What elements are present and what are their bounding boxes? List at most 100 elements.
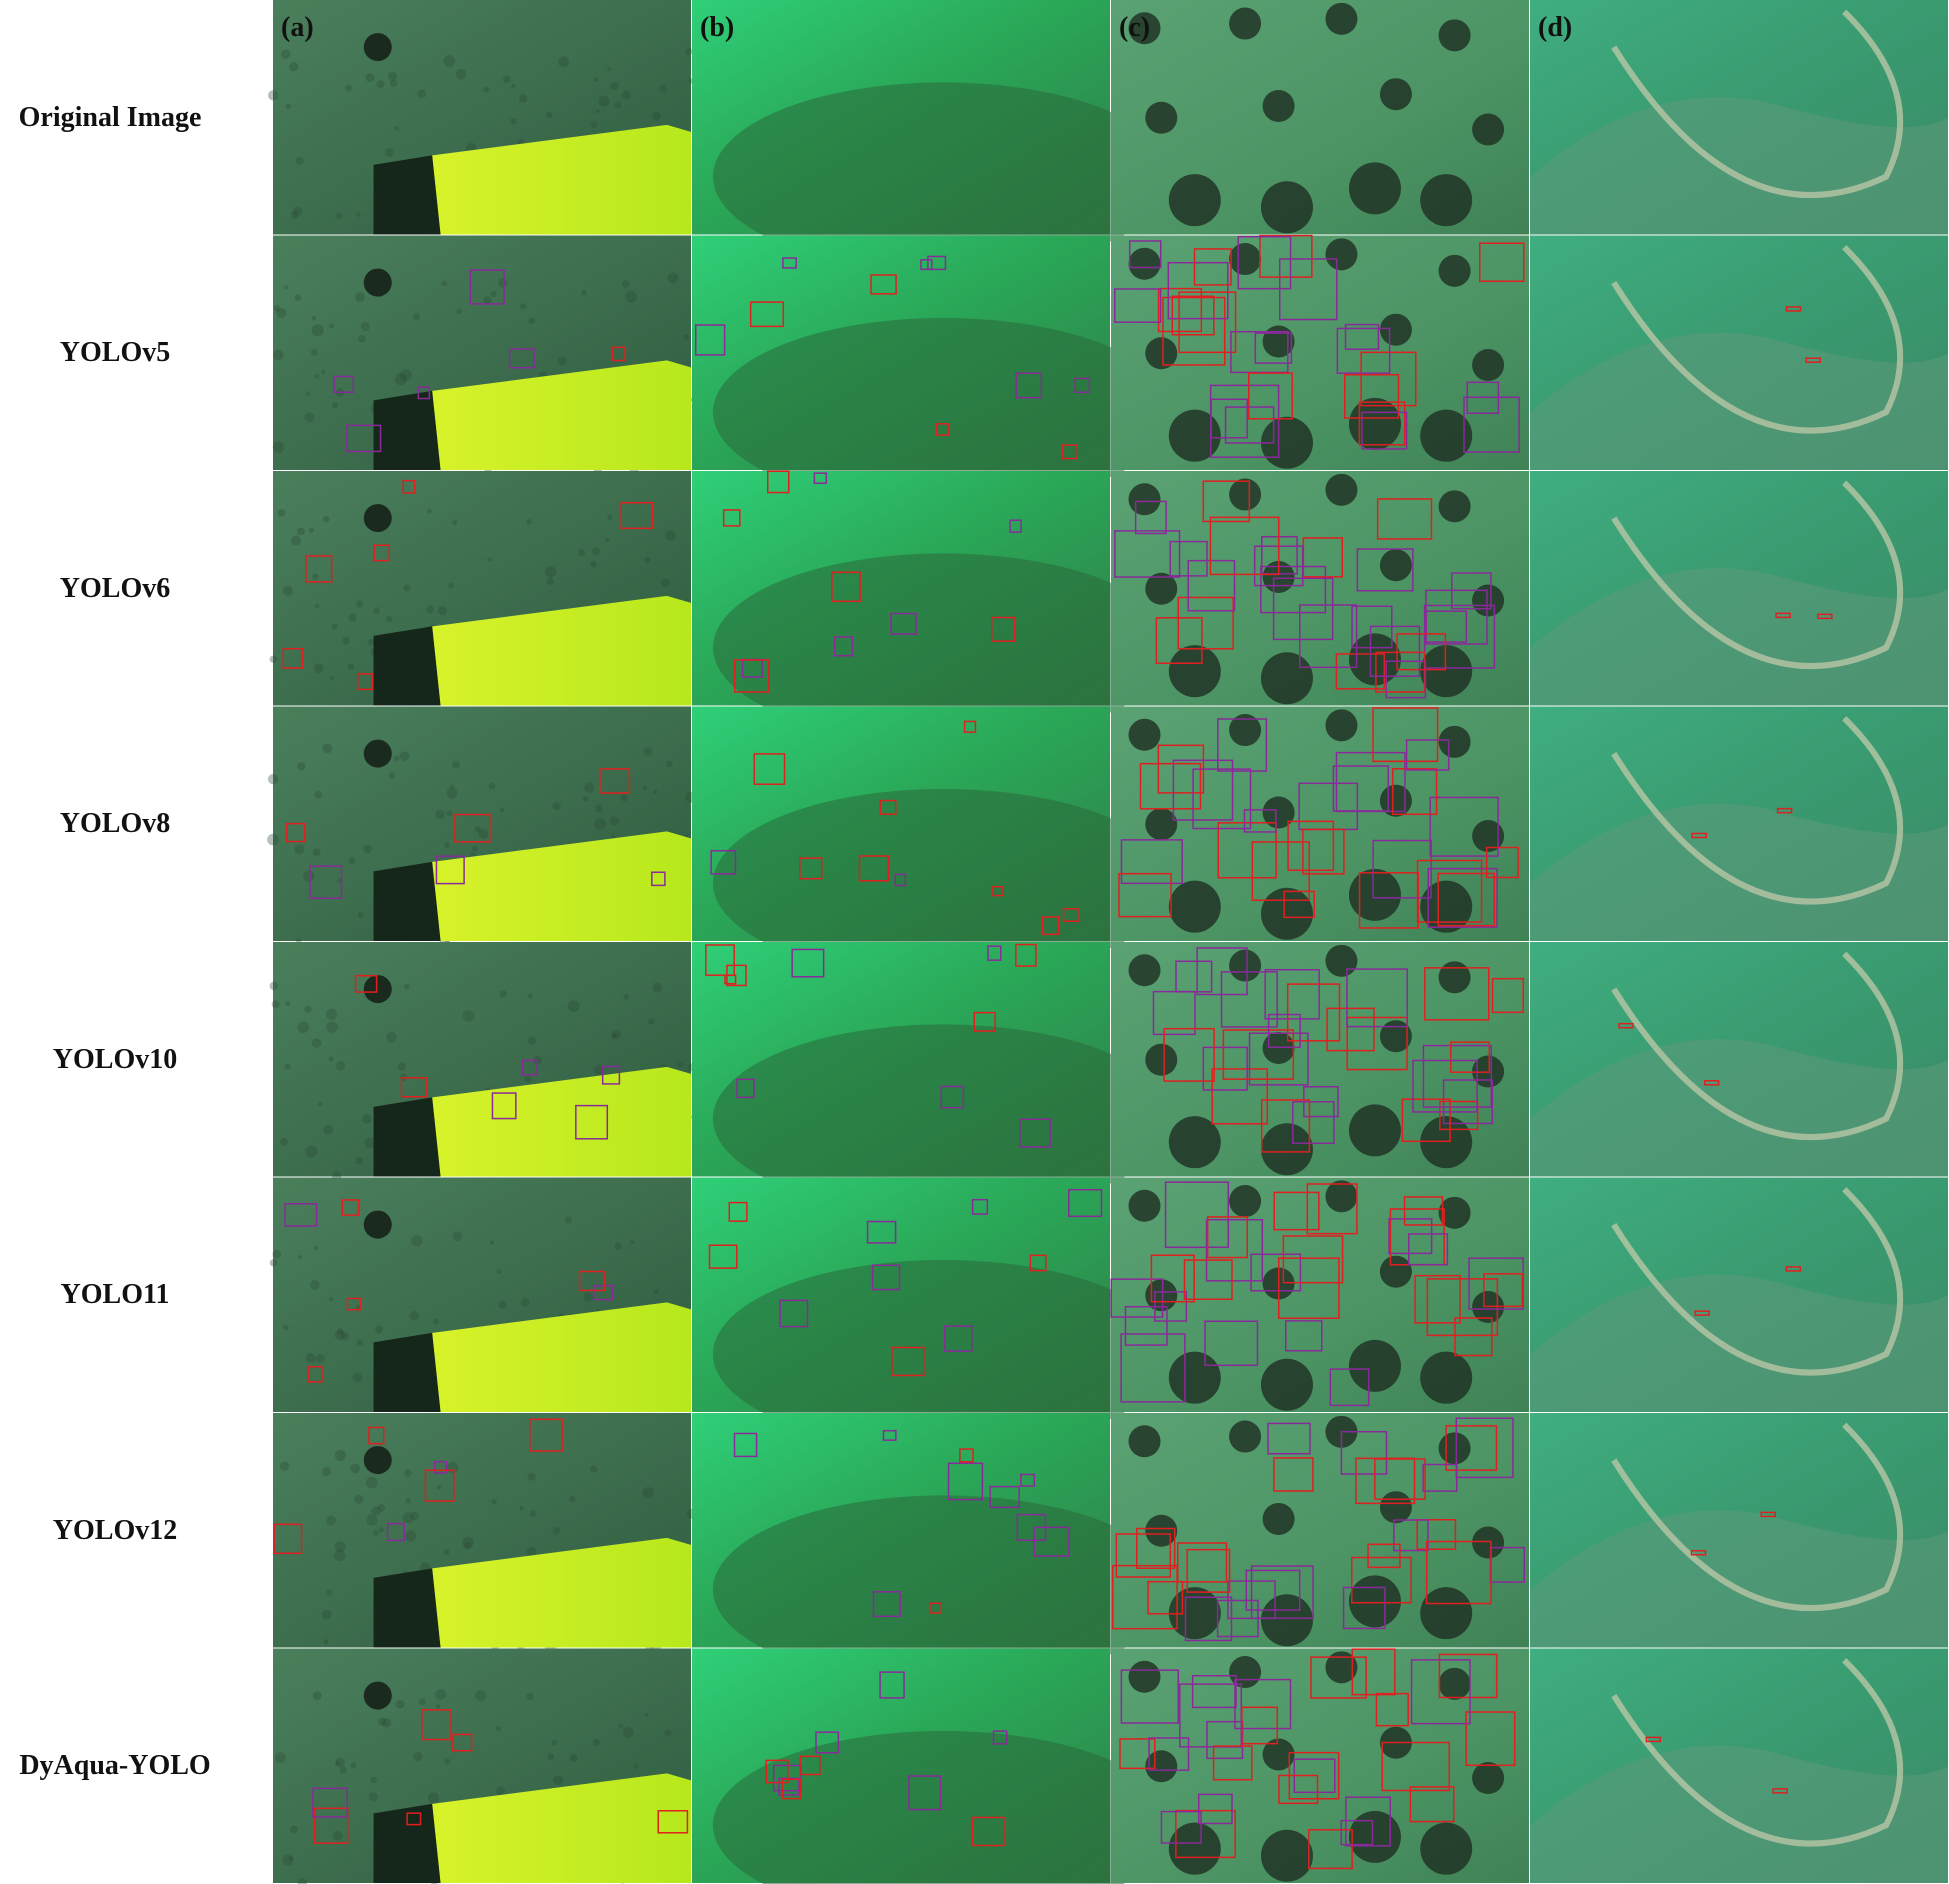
column-label: (c) bbox=[1119, 12, 1150, 43]
detection-box bbox=[1178, 291, 1237, 354]
texture bbox=[268, 90, 279, 101]
detection-box bbox=[1340, 1430, 1388, 1475]
texture bbox=[483, 86, 490, 93]
texture bbox=[677, 1061, 684, 1068]
detection-box bbox=[930, 1602, 942, 1614]
texture bbox=[402, 1512, 414, 1524]
texture bbox=[285, 1001, 291, 1006]
texture bbox=[314, 1245, 319, 1251]
detection-box bbox=[1041, 916, 1060, 936]
rock bbox=[1530, 332, 1948, 470]
detection-box bbox=[959, 1448, 974, 1463]
texture bbox=[405, 1498, 411, 1504]
detection-box bbox=[866, 1220, 897, 1244]
detection-box bbox=[273, 1523, 303, 1555]
detection-box bbox=[1805, 357, 1821, 363]
detection-box bbox=[578, 1270, 605, 1292]
detection-box bbox=[1308, 1829, 1353, 1870]
detection-box bbox=[733, 659, 770, 693]
texture bbox=[518, 94, 528, 103]
image-panel bbox=[1530, 235, 1948, 470]
detection-box bbox=[508, 348, 535, 369]
detection-box bbox=[1191, 1674, 1237, 1709]
detection-box bbox=[872, 1591, 901, 1618]
texture bbox=[372, 1529, 379, 1536]
image-panel bbox=[269, 1177, 691, 1412]
detection-box bbox=[1152, 990, 1196, 1036]
urchin bbox=[363, 1681, 392, 1710]
texture bbox=[642, 785, 648, 791]
detection-box bbox=[1445, 1425, 1498, 1471]
texture bbox=[355, 292, 365, 302]
detection-box bbox=[529, 1418, 563, 1452]
detection-box bbox=[920, 259, 933, 271]
row-label: Original Image bbox=[18, 101, 202, 133]
detection-box bbox=[1015, 372, 1043, 399]
texture bbox=[328, 1056, 334, 1062]
texture bbox=[337, 878, 342, 883]
detection-box bbox=[1426, 1278, 1499, 1337]
detection-box bbox=[406, 1812, 422, 1826]
detection-box bbox=[1385, 660, 1427, 699]
texture bbox=[647, 1018, 655, 1025]
texture bbox=[288, 1856, 294, 1861]
detection-box bbox=[1283, 890, 1315, 919]
urchin bbox=[1145, 337, 1178, 370]
texture bbox=[558, 56, 569, 68]
texture bbox=[321, 1466, 332, 1477]
detection-box bbox=[781, 1778, 802, 1800]
detection-box bbox=[309, 865, 343, 899]
image-panel bbox=[1110, 1177, 1529, 1412]
detection-box bbox=[1198, 1793, 1233, 1825]
rock bbox=[1530, 97, 1948, 235]
texture bbox=[360, 321, 370, 331]
detection-box bbox=[284, 1202, 318, 1227]
detection-box bbox=[1224, 406, 1275, 444]
detection-box bbox=[1264, 968, 1320, 1020]
detection-box bbox=[1112, 1564, 1178, 1630]
texture bbox=[569, 1495, 576, 1503]
texture bbox=[452, 519, 458, 525]
texture bbox=[305, 1352, 316, 1364]
detection-box bbox=[424, 1469, 455, 1502]
detection-box bbox=[1172, 759, 1234, 821]
texture bbox=[410, 1511, 419, 1521]
detection-box bbox=[1346, 1016, 1408, 1071]
detection-box bbox=[1157, 287, 1203, 333]
texture bbox=[653, 1288, 659, 1294]
texture bbox=[366, 1514, 378, 1526]
image-panel bbox=[269, 942, 696, 1181]
texture bbox=[335, 1760, 340, 1766]
image-panel bbox=[1530, 0, 1948, 235]
texture bbox=[667, 272, 679, 284]
urchin bbox=[363, 33, 392, 62]
texture bbox=[593, 1738, 601, 1746]
detection-box bbox=[1202, 1046, 1248, 1091]
texture bbox=[370, 1776, 377, 1784]
detection-box bbox=[657, 1810, 689, 1834]
seabed bbox=[712, 317, 1174, 507]
detection-box bbox=[1485, 846, 1519, 879]
detection-box bbox=[1388, 1218, 1433, 1255]
texture bbox=[304, 412, 315, 423]
detection-box bbox=[433, 1461, 448, 1474]
detection-box bbox=[1193, 248, 1232, 286]
texture bbox=[342, 636, 350, 645]
texture bbox=[527, 1036, 537, 1045]
dark-panel bbox=[373, 155, 441, 235]
detection-box bbox=[879, 799, 897, 815]
detection-box bbox=[1463, 396, 1520, 453]
detection-box bbox=[1019, 1118, 1051, 1148]
texture bbox=[283, 1324, 289, 1331]
detection-box bbox=[1772, 1788, 1788, 1794]
urchin bbox=[1348, 1104, 1401, 1157]
image-panel bbox=[1530, 1413, 1948, 1648]
detection-box bbox=[1254, 332, 1293, 364]
yellow-panel bbox=[432, 595, 691, 706]
texture bbox=[446, 787, 458, 799]
row-label: YOLO11 bbox=[60, 1279, 170, 1311]
urchin bbox=[1438, 254, 1471, 287]
texture bbox=[321, 1609, 332, 1620]
row-label: YOLOv8 bbox=[59, 808, 171, 840]
detection-box bbox=[1259, 234, 1313, 278]
